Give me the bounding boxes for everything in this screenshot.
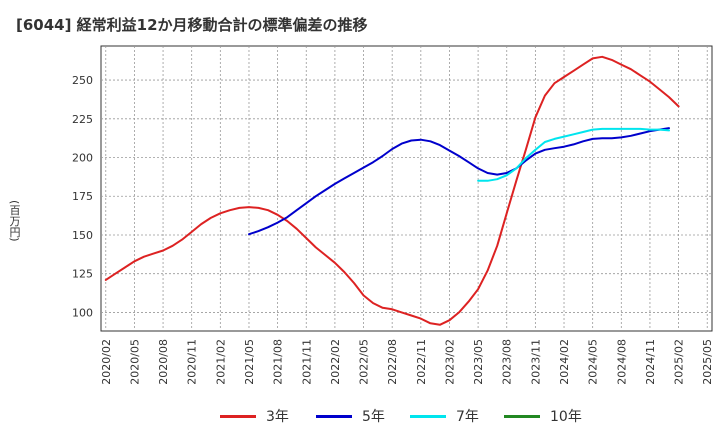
x-tick-label: 2021/05 bbox=[243, 339, 256, 385]
legend-item-5y: 5年 bbox=[316, 404, 385, 428]
y-tick-label: 250 bbox=[72, 74, 93, 87]
x-tick-label: 2025/05 bbox=[701, 339, 714, 385]
x-tick-label: 2024/05 bbox=[587, 339, 600, 385]
plot-area bbox=[100, 45, 713, 332]
y-tick-label: 175 bbox=[72, 190, 93, 203]
x-tick-label: 2025/02 bbox=[673, 339, 686, 385]
x-tick-label: 2024/11 bbox=[644, 339, 657, 385]
x-tick-label: 2023/02 bbox=[443, 339, 456, 385]
x-tick-label: 2020/02 bbox=[100, 339, 113, 385]
legend-swatch-7y bbox=[410, 414, 446, 418]
x-tick-label: 2022/08 bbox=[386, 339, 399, 385]
legend-swatch-3y bbox=[220, 414, 256, 418]
legend-swatch-5y bbox=[316, 414, 352, 418]
x-tick-label: 2020/08 bbox=[157, 339, 170, 385]
legend-swatch-10y bbox=[504, 414, 540, 418]
y-tick-label: 125 bbox=[72, 268, 93, 281]
y-tick-label: 100 bbox=[72, 306, 93, 319]
y-tick-label: 150 bbox=[72, 229, 93, 242]
x-tick-label: 2022/02 bbox=[329, 339, 342, 385]
legend-item-7y: 7年 bbox=[410, 404, 479, 428]
legend-label-5y: 5年 bbox=[362, 409, 385, 425]
chart-title: [6044] 経常利益12か月移動合計の標準偏差の推移 bbox=[16, 16, 368, 34]
x-tick-label: 2024/02 bbox=[558, 339, 571, 385]
x-tick-label: 2020/05 bbox=[128, 339, 141, 385]
series-line-3年 bbox=[104, 55, 680, 326]
x-tick-label: 2024/08 bbox=[615, 339, 628, 385]
series-line-7年 bbox=[477, 127, 670, 182]
y-tick-label: 200 bbox=[72, 152, 93, 165]
legend-item-10y: 10年 bbox=[504, 404, 582, 428]
legend-label-10y: 10年 bbox=[550, 409, 582, 425]
x-tick-label: 2021/02 bbox=[214, 339, 227, 385]
x-tick-label: 2022/11 bbox=[415, 339, 428, 385]
x-tick-label: 2020/11 bbox=[186, 339, 199, 385]
legend-label-3y: 3年 bbox=[266, 409, 289, 425]
series-line-5年 bbox=[248, 127, 670, 236]
legend-label-7y: 7年 bbox=[456, 409, 479, 425]
x-tick-label: 2022/05 bbox=[358, 339, 371, 385]
x-tick-label: 2023/05 bbox=[472, 339, 485, 385]
legend-item-3y: 3年 bbox=[220, 404, 289, 428]
x-tick-label: 2023/08 bbox=[501, 339, 514, 385]
legend: 3年 5年 7年 10年 bbox=[220, 404, 640, 428]
y-tick-label: 225 bbox=[72, 113, 93, 126]
x-tick-label: 2021/11 bbox=[300, 339, 313, 385]
x-tick-label: 2021/08 bbox=[272, 339, 285, 385]
y-axis-label: (百万円) bbox=[8, 200, 21, 242]
x-tick-label: 2023/11 bbox=[529, 339, 542, 385]
